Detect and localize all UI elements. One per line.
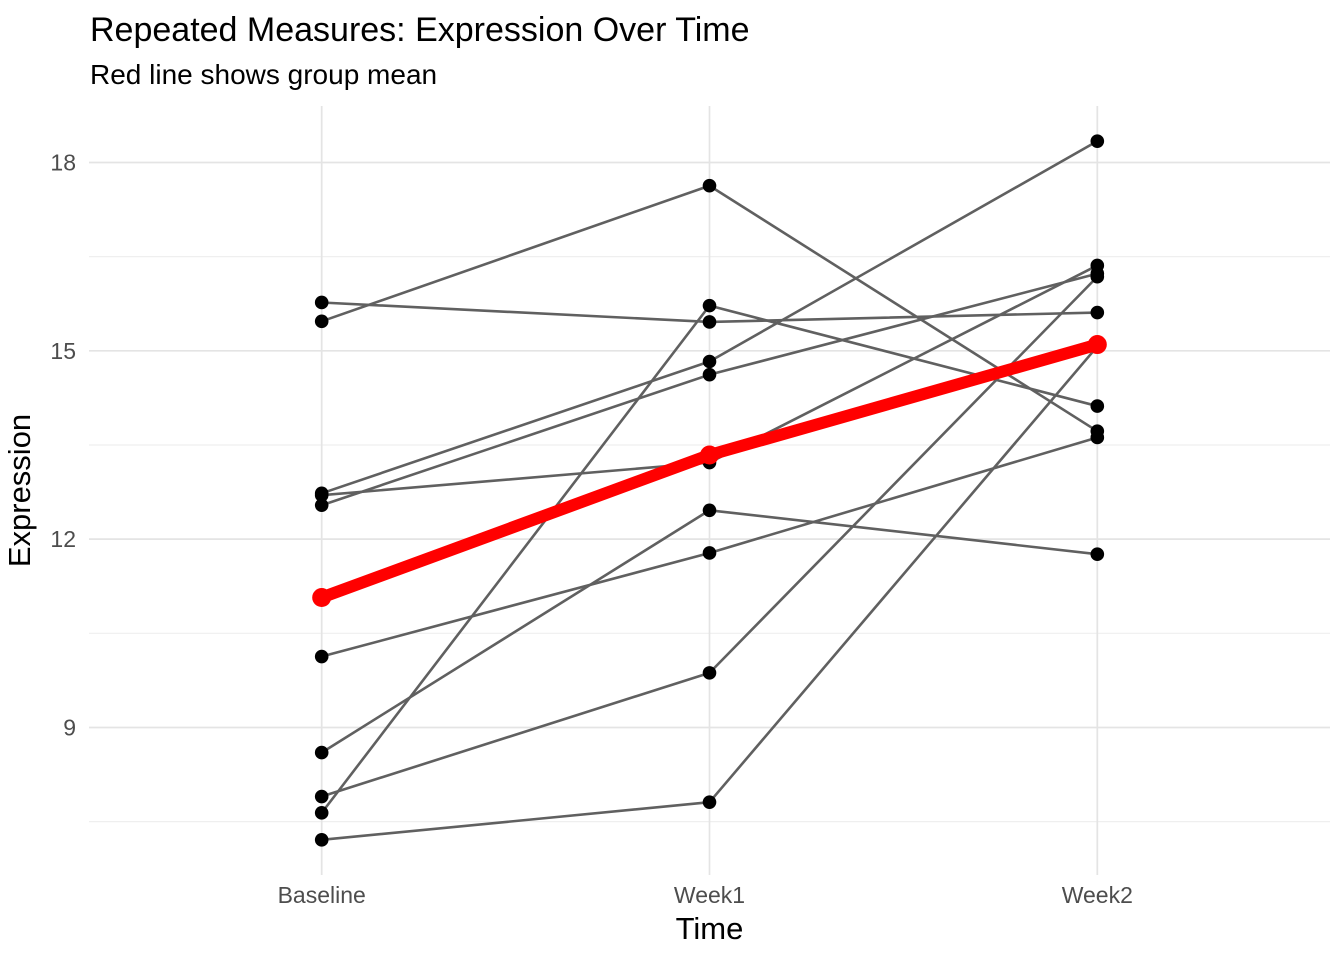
y-tick-label: 12 — [50, 526, 76, 552]
data-point — [702, 298, 717, 313]
data-point — [314, 314, 329, 329]
mean-point — [1087, 335, 1107, 355]
data-point — [314, 789, 329, 804]
x-tick-label: Week1 — [674, 882, 745, 908]
data-point — [702, 546, 717, 560]
y-tick-label: 9 — [63, 714, 76, 740]
data-point — [314, 649, 329, 664]
data-point — [314, 488, 329, 503]
data-point — [1090, 430, 1105, 445]
x-tick-label: Baseline — [278, 882, 366, 908]
x-axis-title: Time — [676, 911, 744, 946]
x-tick-label: Week2 — [1062, 882, 1133, 908]
chart-subtitle: Red line shows group mean — [90, 59, 438, 90]
chart-title: Repeated Measures: Expression Over Time — [90, 11, 750, 49]
data-point — [1090, 269, 1105, 284]
data-point — [1090, 399, 1105, 413]
data-point — [1090, 134, 1105, 148]
data-point — [702, 666, 717, 680]
y-tick-label: 15 — [50, 338, 76, 364]
data-point — [314, 745, 329, 760]
data-point — [702, 795, 717, 809]
data-point — [702, 315, 717, 329]
mean-point — [700, 445, 719, 465]
data-point — [702, 367, 717, 382]
data-point — [314, 833, 329, 847]
y-axis-title: Expression — [2, 414, 37, 567]
data-point — [314, 498, 329, 513]
data-point — [702, 354, 717, 369]
data-point — [1090, 305, 1105, 320]
data-point — [314, 295, 329, 310]
data-point — [702, 178, 717, 193]
data-point — [702, 503, 717, 518]
mean-point — [312, 588, 332, 608]
y-tick-label: 18 — [50, 149, 76, 175]
data-point — [1090, 547, 1105, 562]
data-point — [314, 806, 329, 820]
